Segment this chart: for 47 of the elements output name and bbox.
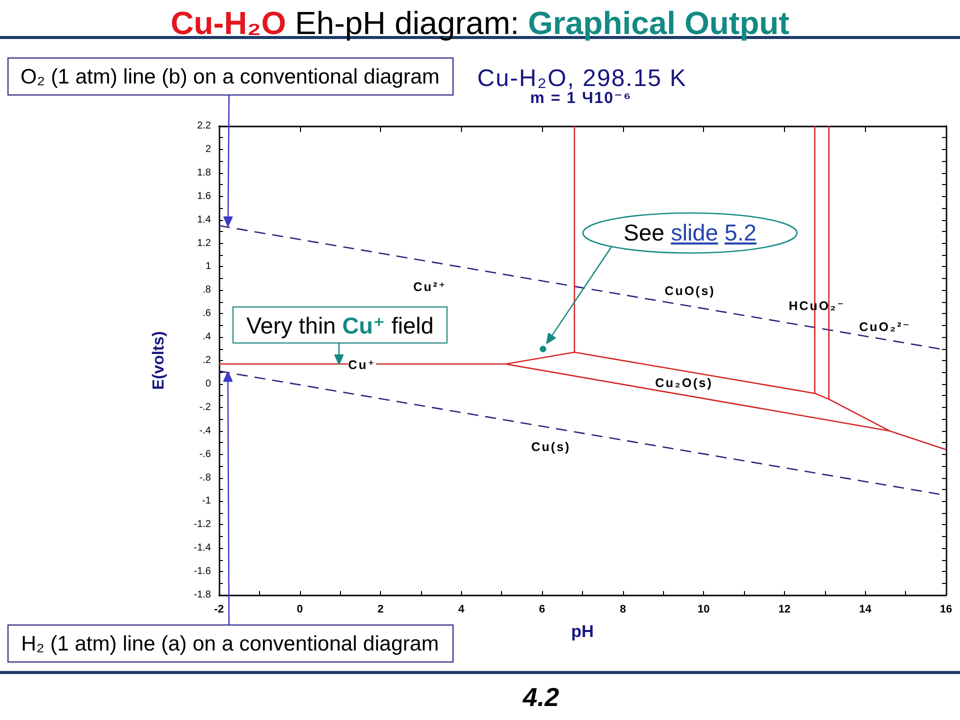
annotation: Cu⁺ — [348, 358, 376, 372]
x-tick-label: 0 — [296, 604, 303, 616]
y-tick-label: .4 — [202, 332, 212, 343]
y-tick-label: -1.6 — [194, 566, 212, 578]
x-tick-label: 10 — [698, 604, 710, 616]
annotation: Cu(s) — [531, 440, 571, 454]
text: m = 1 Ч10⁻⁶ — [530, 90, 632, 107]
y-tick-label: -.6 — [199, 448, 212, 460]
y-tick-label: .8 — [202, 284, 212, 296]
x-tick-label: 2 — [377, 604, 384, 616]
y-tick-label: 2 — [205, 144, 212, 155]
y-tick-label: -1.8 — [194, 590, 212, 600]
annotation: CuO(s) — [664, 284, 716, 298]
y-axis-title: E(volts) — [150, 331, 168, 390]
y-tick-label: -1 — [202, 496, 212, 507]
annotation: Cu²⁺ — [413, 280, 447, 294]
x-tick-label: 14 — [859, 604, 872, 616]
y-tick-label: -.4 — [199, 425, 212, 436]
chart-subtitle: Cu-H₂O, 298.15 K — [477, 65, 687, 92]
annotation: See slide 5.2 — [623, 220, 757, 246]
annotation: Very thin Cu⁺ field — [246, 312, 434, 338]
y-tick-label: 1.6 — [197, 190, 212, 202]
x-tick-label: 12 — [778, 604, 791, 616]
x-tick-label: 8 — [620, 604, 626, 616]
annotation: Cu₂O(s) — [655, 376, 713, 390]
y-tick-label: 1.2 — [197, 238, 212, 249]
y-tick-label: 2.2 — [197, 120, 212, 132]
x-tick-label: 16 — [940, 604, 952, 616]
y-tick-label: 1.4 — [197, 214, 212, 226]
y-tick-label: -1.2 — [194, 519, 212, 530]
y-tick-label: -1.4 — [194, 542, 212, 554]
x-tick-label: 6 — [539, 604, 546, 616]
x-axis-title: pH — [571, 622, 594, 641]
chart-title: Cu-H₂O Eh-pH diagram: Graphical Output — [170, 5, 790, 41]
y-tick-label: .6 — [202, 308, 212, 320]
annotation: CuO₂²⁻ — [859, 320, 911, 334]
y-tick-label: 1 — [205, 261, 212, 272]
y-tick-label: -.8 — [199, 472, 212, 484]
x-tick-label: -2 — [214, 604, 224, 616]
text: 4.2 — [522, 682, 560, 712]
y-tick-label: .2 — [202, 355, 212, 366]
y-tick-label: 0 — [205, 378, 212, 390]
annotation: H₂ (1 atm) line (a) on a conventional diagram — [21, 632, 439, 656]
y-tick-label: -.2 — [199, 402, 212, 413]
x-tick-label: 4 — [458, 604, 466, 616]
text: O₂ (1 atm) line (b) on a conventional diagram — [20, 66, 440, 88]
y-tick-label: 1.8 — [197, 167, 212, 178]
